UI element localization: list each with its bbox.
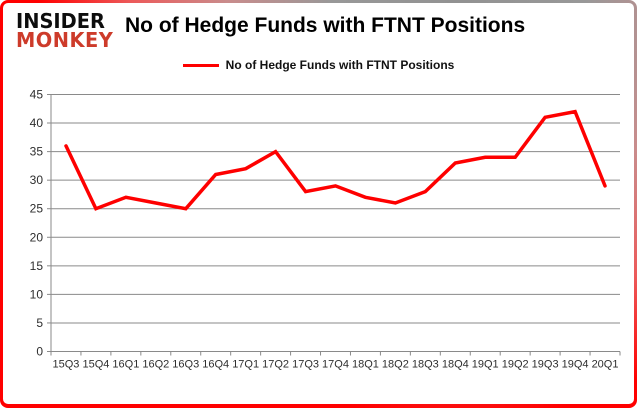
- y-axis-tick-label: 20: [30, 230, 44, 244]
- x-axis-tick-label: 15Q3: [53, 359, 80, 371]
- x-axis-tick-label: 16Q1: [112, 359, 139, 371]
- legend-label: No of Hedge Funds with FTNT Positions: [225, 58, 455, 72]
- x-axis-tick-label: 18Q1: [352, 359, 379, 371]
- y-axis-tick-label: 5: [36, 316, 43, 330]
- y-axis-tick-label: 45: [30, 88, 44, 102]
- x-axis-tick-label: 17Q2: [262, 359, 289, 371]
- x-axis-tick-label: 19Q4: [562, 359, 589, 371]
- x-axis-tick-label: 18Q3: [412, 359, 439, 371]
- x-axis-tick-label: 17Q1: [232, 359, 259, 371]
- x-axis-tick-label: 19Q1: [472, 359, 499, 371]
- y-axis-tick-label: 15: [30, 259, 44, 273]
- y-axis-tick-label: 10: [30, 287, 44, 301]
- legend-line-swatch-icon: [182, 63, 219, 67]
- x-axis-tick-label: 17Q4: [322, 359, 349, 371]
- x-axis-tick-label: 16Q4: [202, 359, 229, 371]
- x-axis-tick-label: 20Q1: [592, 359, 619, 371]
- y-axis-tick-label: 0: [36, 345, 43, 359]
- x-axis-tick-label: 17Q3: [292, 359, 319, 371]
- chart-card: INSIDER MONKEY No of Hedge Funds with FT…: [3, 3, 634, 404]
- x-axis-tick-label: 15Q4: [82, 359, 109, 371]
- x-axis-tick-label: 18Q2: [382, 359, 409, 371]
- x-axis-tick-label: 18Q4: [442, 359, 469, 371]
- logo-line-monkey: MONKEY: [16, 28, 114, 52]
- y-axis-tick-label: 25: [30, 202, 44, 216]
- trend-line: [64, 109, 607, 211]
- y-axis-tick-label: 40: [30, 116, 44, 130]
- line-chart: 0 5 10 15 20 25 30 35 40 45 15Q3 15Q4 16Q1 16Q2 16Q3 16…: [30, 88, 621, 371]
- insider-monkey-logo: INSIDER MONKEY: [16, 9, 114, 52]
- x-axis-tick-label: 16Q2: [142, 359, 169, 371]
- y-axis-tick-label: 35: [30, 145, 44, 159]
- y-axis-tick-label: 30: [30, 173, 44, 187]
- x-axis-tick-label: 19Q3: [532, 359, 559, 371]
- logo-line-insider: INSIDER: [16, 9, 105, 33]
- x-axis-tick-label: 19Q2: [502, 359, 529, 371]
- x-axis-tick-label: 16Q3: [172, 359, 199, 371]
- chart-legend: No of Hedge Funds with FTNT Positions: [3, 58, 634, 72]
- chart-title: No of Hedge Funds with FTNT Positions: [125, 14, 526, 37]
